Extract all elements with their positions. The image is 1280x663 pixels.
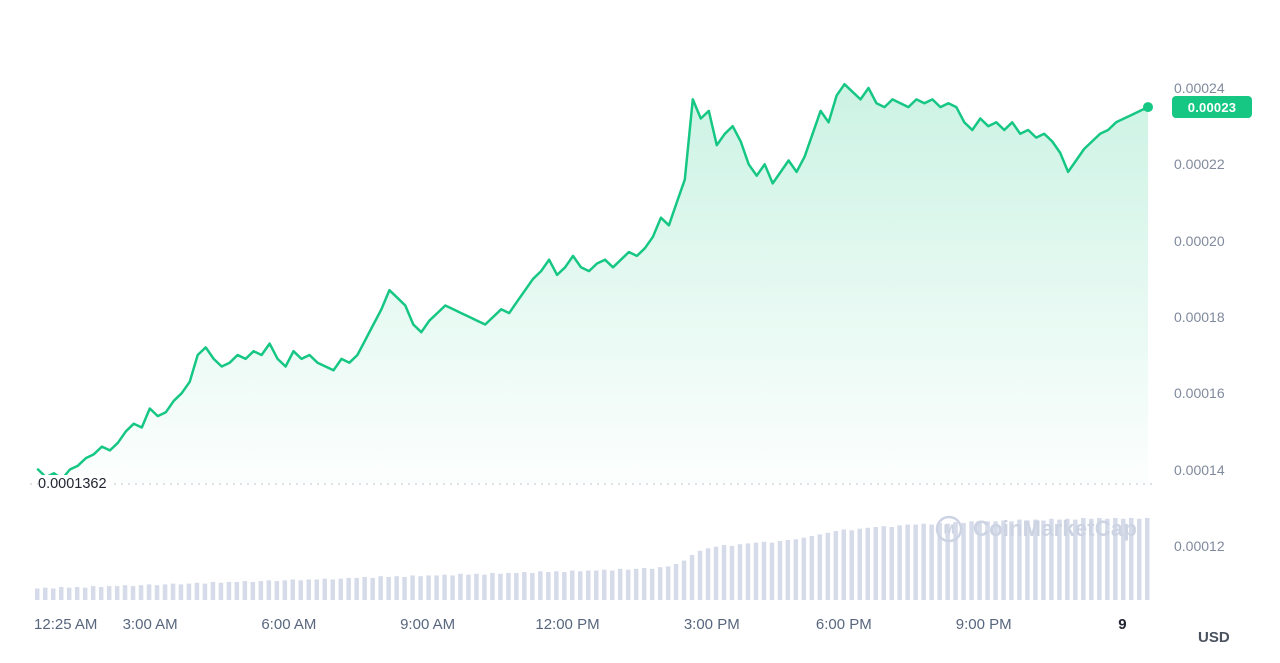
- y-axis-label: 0.00024: [1174, 80, 1225, 96]
- price-line: [36, 82, 1150, 481]
- low-price-label: 0.0001362: [38, 474, 113, 493]
- y-axis-label: 0.00016: [1174, 385, 1225, 402]
- x-axis-label: 3:00 PM: [683, 616, 740, 633]
- watermark-text: CoinMarketCap: [973, 516, 1137, 541]
- currency-label: USD: [1198, 629, 1230, 646]
- x-axis-label: 3:00 AM: [122, 616, 178, 633]
- coinmarketcap-logo-icon: M: [935, 515, 963, 543]
- y-axis-label: 0.00022: [1174, 156, 1225, 173]
- x-axis-label: 12:00 PM: [535, 616, 600, 633]
- price-area: [38, 84, 1148, 483]
- volume-bars: [35, 518, 1150, 600]
- svg-text:M: M: [944, 522, 955, 537]
- current-price-badge: 0.00023: [1172, 96, 1252, 119]
- x-axis-label: 6:00 PM: [815, 616, 872, 633]
- x-axis-label: 12:25 AM: [34, 616, 98, 633]
- y-axis-label: 0.00014: [1174, 461, 1225, 478]
- current-price-dot: [1143, 102, 1153, 113]
- x-axis-label: 9: [1118, 616, 1127, 633]
- x-axis-label: 6:00 AM: [261, 616, 317, 633]
- y-axis-label: 0.00018: [1174, 308, 1225, 325]
- y-axis-label: 0.00012: [1174, 537, 1225, 554]
- x-axis-label: 9:00 AM: [400, 616, 456, 633]
- coinmarketcap-watermark: M CoinMarketCap: [934, 514, 1137, 544]
- x-axis-label: 9:00 PM: [955, 616, 1012, 633]
- y-axis-label: 0.00020: [1174, 232, 1225, 249]
